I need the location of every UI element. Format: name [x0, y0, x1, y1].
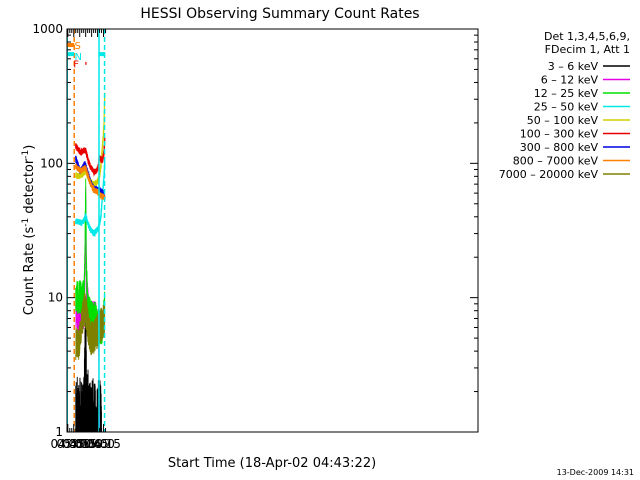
legend-label-800-7000-kev: 800 – 7000 keV [513, 155, 599, 168]
night-flag: N [74, 52, 81, 63]
legend-label-25-50-kev: 25 – 50 keV [534, 101, 599, 114]
legend-label-300-800-kev: 300 – 800 keV [520, 141, 599, 154]
plot-frame [66, 28, 479, 433]
legend-label-6-12-kev: 6 – 12 keV [541, 74, 599, 87]
legend-label-50-100-kev: 50 – 100 keV [527, 114, 599, 127]
legend-label-12-25-kev: 12 – 25 keV [534, 87, 599, 100]
legend-label-7000-20000-kev: 7000 – 20000 keV [499, 168, 599, 181]
timestamp: 13-Dec-2009 14:31 [557, 468, 634, 477]
series-line-7000-20000-kev [75, 293, 106, 361]
x-tick-label: 05:30 [68, 437, 103, 451]
legend-label-3-6-kev: 3 – 6 keV [548, 60, 599, 73]
legend: Det 1,3,4,5,6,9, FDecim 1, Att 1 3 – 6 k… [499, 30, 630, 181]
y-tick-label: 100 [40, 156, 63, 170]
x-tick-label: 05:15 [62, 437, 97, 451]
x-axis-label: Start Time (18-Apr-02 04:43:22) [168, 456, 376, 471]
x-tick-label: 05:45 [74, 437, 109, 451]
legend-header-line-2: FDecim 1, Att 1 [545, 43, 630, 56]
x-tick-label: 04:45 [50, 437, 85, 451]
x-tick-label: 05:00 [56, 437, 91, 451]
legend-header-line-1: Det 1,3,4,5,6,9, [544, 30, 630, 43]
series-line-800-7000-kev [75, 163, 106, 201]
saa-flag: S [74, 41, 80, 52]
chart-title: HESSI Observing Summary Count Rates [140, 6, 419, 22]
plot-area: SNF [66, 29, 106, 432]
x-tick-label: 06:00 [80, 437, 115, 451]
series-line-25-50-kev [75, 161, 106, 238]
series-line-100-300-kev [75, 137, 106, 177]
plot-clip-group [75, 92, 106, 432]
y-tick-label: 1000 [32, 22, 63, 36]
flare-flag: F [73, 59, 79, 70]
y-axis-label: Count Rate (s-1 detector-1) [21, 145, 37, 316]
y-tick-label: 10 [48, 291, 63, 305]
x-tick-label: 06:15 [86, 437, 121, 451]
legend-label-100-300-kev: 100 – 300 keV [520, 128, 599, 141]
y-tick-label: 1 [55, 425, 63, 439]
